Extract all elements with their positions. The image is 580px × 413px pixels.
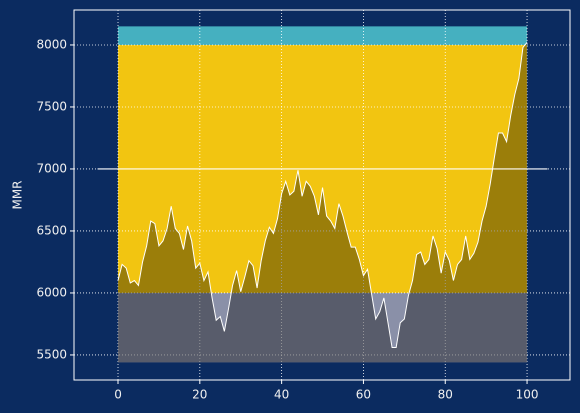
x-tick-label: 80 bbox=[438, 388, 453, 402]
y-tick-label: 7000 bbox=[36, 161, 67, 175]
x-tick-label: 100 bbox=[516, 388, 539, 402]
y-tick-label: 7500 bbox=[36, 99, 67, 113]
y-tick-label: 5500 bbox=[36, 347, 67, 361]
axes-frame bbox=[73, 9, 571, 381]
band bbox=[118, 292, 528, 363]
area bbox=[118, 42, 528, 363]
line bbox=[117, 42, 528, 349]
y-tick-label: 6500 bbox=[36, 223, 67, 237]
x-tick-label: 60 bbox=[356, 388, 371, 402]
y-axis-label: MMR bbox=[11, 180, 25, 209]
x-tick-label: 40 bbox=[274, 388, 289, 402]
y-tick-label: 6000 bbox=[36, 285, 67, 299]
x-tick-label: 20 bbox=[192, 388, 207, 402]
x-tick-label: 0 bbox=[114, 388, 122, 402]
band bbox=[118, 26, 528, 45]
y-tick-label: 8000 bbox=[36, 37, 67, 51]
